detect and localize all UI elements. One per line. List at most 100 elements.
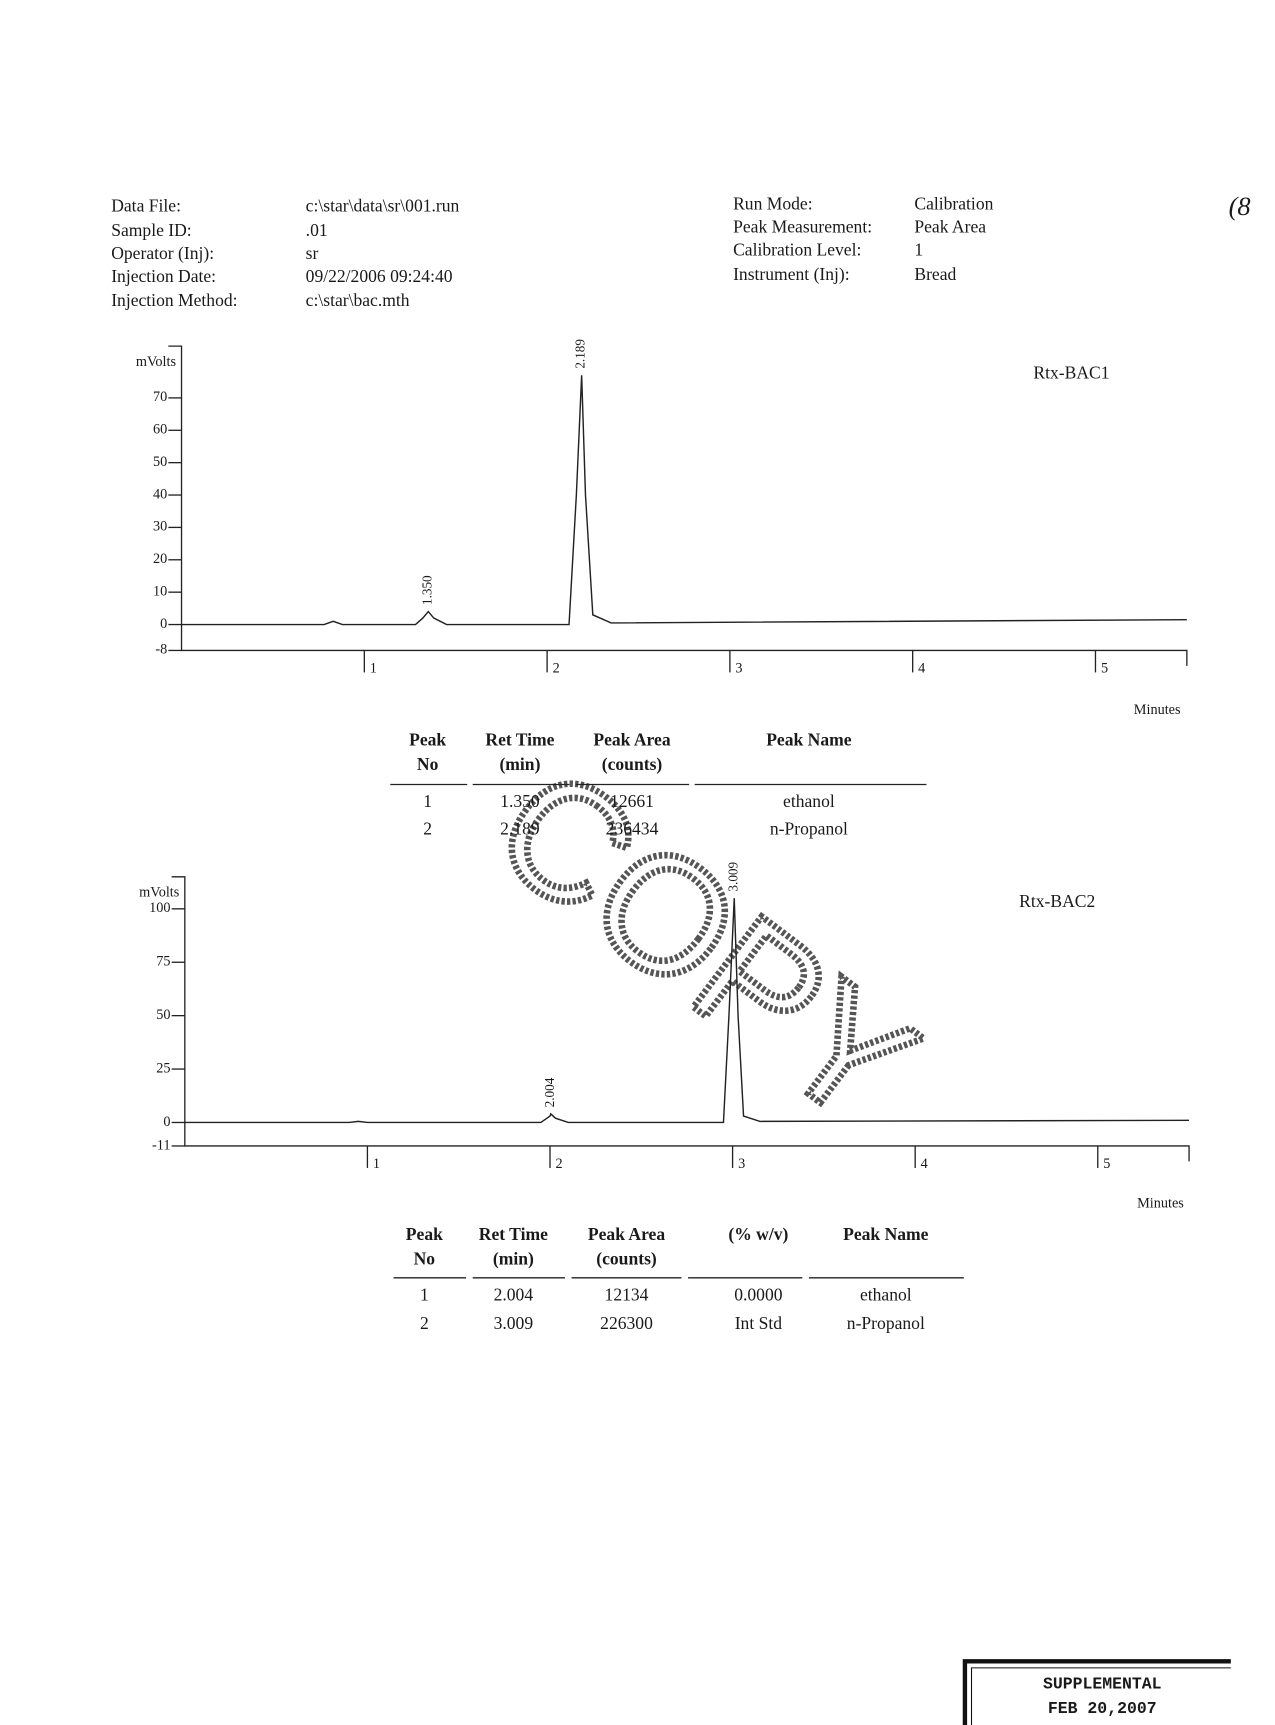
y-tick-label: 50 bbox=[153, 454, 167, 470]
field-value: Calibration bbox=[914, 193, 993, 213]
x-tick-label: 1 bbox=[370, 660, 377, 676]
peak-label: 3.009 bbox=[725, 862, 740, 892]
table-cell: 0.0000 bbox=[734, 1285, 783, 1305]
x-tick-label: 3 bbox=[738, 1156, 745, 1172]
chromatogram: Rtx-BAC1 mVolts Minutes -8 0 10 20 30 40 50 60 70 1 2… bbox=[136, 339, 1188, 718]
x-tick-label: 4 bbox=[921, 1156, 928, 1172]
column-header: Peak Name bbox=[843, 1224, 929, 1244]
field-value: c:\star\data\sr\001.run bbox=[306, 196, 460, 216]
chart-title: Rtx-BAC1 bbox=[1033, 363, 1109, 383]
stamp-line: FEB 20,2007 bbox=[1048, 1699, 1157, 1718]
y-tick-label: 100 bbox=[149, 900, 170, 916]
chart-title: Rtx-BAC2 bbox=[1019, 891, 1095, 911]
column-header: (min) bbox=[499, 754, 540, 774]
y-tick-label: 20 bbox=[153, 551, 167, 567]
x-tick-label: 5 bbox=[1101, 660, 1108, 676]
chromatogram: Rtx-BAC2 mVolts Minutes -11 0 25 50 75 100 1 2 3 4 5 2… bbox=[139, 862, 1190, 1211]
table-cell: 1 bbox=[423, 791, 432, 811]
column-header: Ret Time bbox=[479, 1224, 548, 1244]
table-cell: 12134 bbox=[605, 1285, 649, 1305]
field-value: 09/22/2006 09:24:40 bbox=[306, 266, 453, 286]
field-label: Injection Date: bbox=[111, 266, 216, 286]
table-cell: 226300 bbox=[600, 1313, 653, 1333]
stamp-line: SUPPLEMENTAL bbox=[1043, 1675, 1162, 1694]
stamp: SUPPLEMENTAL FEB 20,2007 bbox=[962, 1659, 1231, 1725]
axis bbox=[168, 345, 1188, 666]
y-axis-label: mVolts bbox=[136, 354, 177, 370]
table-cell: ethanol bbox=[783, 791, 835, 811]
table-cell: 1.350 bbox=[500, 791, 540, 811]
field-label: Injection Method: bbox=[111, 290, 237, 310]
field-value: sr bbox=[306, 243, 319, 263]
y-tick-label: 50 bbox=[156, 1007, 170, 1023]
column-header: Peak bbox=[409, 730, 446, 750]
results-table: Peak No Ret Time (min) Peak Area (counts) Peak… bbox=[390, 730, 927, 839]
field-label: Calibration Level: bbox=[733, 240, 861, 260]
y-tick-label: 30 bbox=[153, 519, 167, 535]
table-cell: n-Propanol bbox=[770, 819, 848, 839]
column-header: (counts) bbox=[602, 754, 663, 774]
peak-label: 2.004 bbox=[542, 1077, 557, 1107]
table-cell: 3.009 bbox=[494, 1313, 534, 1333]
table-cell: ethanol bbox=[860, 1285, 912, 1305]
y-tick-label: 0 bbox=[163, 1114, 170, 1130]
column-header: No bbox=[414, 1248, 436, 1268]
y-tick-label: 40 bbox=[153, 486, 167, 502]
column-header: Peak Area bbox=[593, 730, 670, 750]
field-label: Data File: bbox=[111, 196, 181, 216]
column-header: Ret Time bbox=[485, 730, 554, 750]
x-tick-label: 1 bbox=[373, 1156, 380, 1172]
column-header: (% w/v) bbox=[728, 1224, 788, 1244]
x-tick-label: 4 bbox=[918, 660, 925, 676]
field-value: Peak Area bbox=[914, 217, 986, 237]
field-label: Sample ID: bbox=[111, 220, 191, 240]
y-tick-label: 70 bbox=[153, 389, 167, 405]
table-cell: 2 bbox=[423, 819, 432, 839]
x-tick-label: 2 bbox=[553, 660, 560, 676]
x-tick-label: 5 bbox=[1103, 1156, 1110, 1172]
y-tick-label: -8 bbox=[155, 642, 167, 658]
field-value: .01 bbox=[306, 220, 328, 240]
field-value: 1 bbox=[914, 240, 923, 260]
field-label: Instrument (Inj): bbox=[733, 264, 850, 284]
handwritten-note: (8 bbox=[1229, 192, 1251, 221]
field-value: c:\star\bac.mth bbox=[306, 290, 410, 310]
y-tick-label: 10 bbox=[153, 583, 167, 599]
column-header: (min) bbox=[493, 1248, 534, 1268]
y-tick-label: -11 bbox=[152, 1137, 170, 1153]
results-table: Peak No Ret Time (min) Peak Area (counts) (% w… bbox=[393, 1224, 964, 1333]
table-cell: Int Std bbox=[735, 1313, 783, 1333]
trace bbox=[184, 898, 1190, 1124]
table-cell: 12661 bbox=[610, 791, 654, 811]
header: Data File: c:\star\data\sr\001.run Sample … bbox=[111, 193, 993, 310]
table-cell: 236434 bbox=[606, 819, 659, 839]
field-value: Bread bbox=[914, 264, 956, 284]
table-cell: 1 bbox=[420, 1285, 429, 1305]
y-tick-label: 0 bbox=[160, 616, 167, 632]
table-cell: 2.004 bbox=[494, 1285, 534, 1305]
column-header: Peak Name bbox=[766, 730, 852, 750]
stamp-border bbox=[970, 1667, 1231, 1725]
field-label: Run Mode: bbox=[733, 193, 813, 213]
column-header: (counts) bbox=[596, 1248, 657, 1268]
column-header: Peak bbox=[406, 1224, 443, 1244]
y-tick-label: 25 bbox=[156, 1060, 170, 1076]
peak-label: 2.189 bbox=[573, 339, 588, 369]
column-header: Peak Area bbox=[588, 1224, 665, 1244]
y-tick-label: 75 bbox=[156, 954, 170, 970]
y-tick-label: 60 bbox=[153, 422, 167, 438]
column-header: No bbox=[417, 754, 439, 774]
x-tick-label: 2 bbox=[555, 1156, 562, 1172]
table-cell: 2 bbox=[420, 1313, 429, 1333]
table-cell: n-Propanol bbox=[847, 1313, 925, 1333]
y-axis-label: mVolts bbox=[139, 885, 180, 901]
x-axis-label: Minutes bbox=[1137, 1195, 1184, 1211]
x-axis-label: Minutes bbox=[1134, 702, 1181, 718]
field-label: Peak Measurement: bbox=[733, 217, 872, 237]
peak-label: 1.350 bbox=[419, 575, 434, 605]
stamp-border bbox=[962, 1659, 1231, 1725]
table-cell: 2.189 bbox=[500, 819, 540, 839]
x-tick-label: 3 bbox=[735, 660, 742, 676]
trace bbox=[181, 375, 1187, 626]
